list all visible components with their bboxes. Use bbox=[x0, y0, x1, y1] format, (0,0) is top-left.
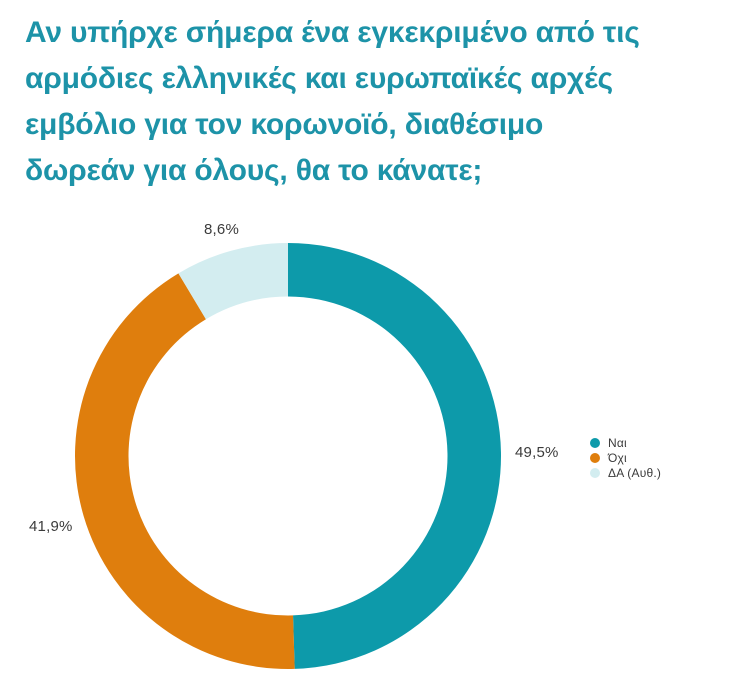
legend-label-no: Όχι bbox=[608, 451, 627, 465]
legend: Ναι Όχι ΔΑ (Αυθ.) bbox=[590, 437, 661, 479]
legend-label-yes: Ναι bbox=[608, 436, 627, 450]
value-label-yes: 49,5% bbox=[515, 444, 559, 461]
legend-item-no: Όχι bbox=[590, 452, 661, 464]
donut-segment-0 bbox=[288, 243, 502, 669]
value-label-no: 41,9% bbox=[29, 518, 73, 535]
legend-label-dontknow: ΔΑ (Αυθ.) bbox=[608, 466, 662, 480]
legend-item-yes: Ναι bbox=[590, 437, 661, 449]
chart-title: Αν υπήρχε σήμερα ένα εγκεκριμένο από τις… bbox=[25, 16, 640, 187]
donut-segment-2 bbox=[178, 243, 288, 320]
legend-item-dontknow: ΔΑ (Αυθ.) bbox=[590, 467, 661, 479]
legend-swatch-yes-icon bbox=[590, 438, 600, 448]
donut-segment-1 bbox=[74, 273, 295, 670]
value-label-dontknow: 8,6% bbox=[204, 221, 239, 238]
legend-swatch-no-icon bbox=[590, 453, 600, 463]
legend-swatch-dontknow-icon bbox=[590, 468, 600, 478]
